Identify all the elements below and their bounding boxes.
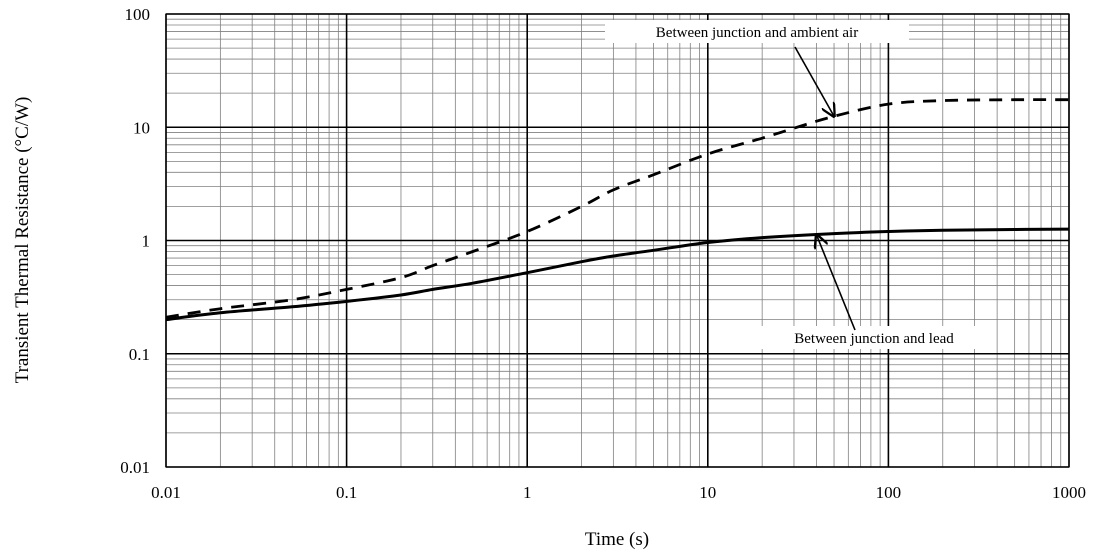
x-tick-label: 0.01	[151, 483, 181, 502]
y-tick-label: 0.1	[129, 345, 150, 364]
plot-frame	[165, 13, 1070, 468]
annotation-label: Between junction and lead	[794, 331, 954, 347]
annotation-label-background	[605, 20, 909, 43]
series-line-junction-lead	[165, 227, 1070, 322]
x-tick-label: 1	[523, 483, 532, 502]
series-layer	[165, 98, 1070, 322]
x-axis-title: Time (s)	[585, 529, 649, 550]
annotation-label-background	[758, 326, 990, 349]
y-tick-label: 1	[142, 232, 151, 251]
y-axis-title: Transient Thermal Resistance (°C/W)	[12, 97, 33, 384]
x-tick-labels: 0.01 0.1 1 10 100 1000	[151, 483, 1086, 502]
annotation-layer: Between junction and ambient air Between …	[605, 20, 990, 349]
y-tick-labels: 0.01 0.1 1 10 100	[120, 5, 150, 477]
y-tick-label: 0.01	[120, 458, 150, 477]
y-tick-label: 100	[125, 5, 151, 24]
y-tick-label: 10	[133, 118, 150, 137]
annotation-arrow	[817, 235, 856, 331]
x-tick-label: 1000	[1052, 483, 1086, 502]
annotation-arrow	[794, 46, 834, 116]
series-line-junction-ambient	[165, 98, 1070, 319]
annotation-label: Between junction and ambient air	[656, 25, 858, 41]
x-tick-label: 100	[876, 483, 902, 502]
x-tick-label: 10	[699, 483, 716, 502]
x-tick-label: 0.1	[336, 483, 357, 502]
